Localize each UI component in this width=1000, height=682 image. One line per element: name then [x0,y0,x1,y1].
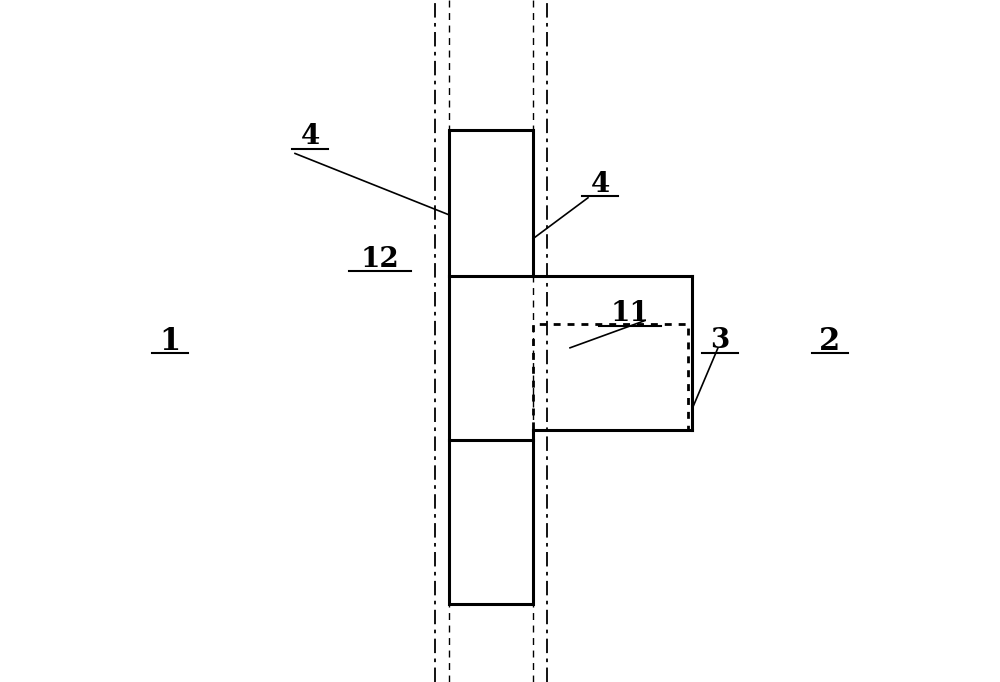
Text: 4: 4 [300,123,320,150]
Bar [449,130,533,276]
Text: 11: 11 [611,300,649,327]
Text: 1: 1 [159,325,181,357]
Text: 3: 3 [710,327,730,355]
Text: 4: 4 [590,170,610,198]
Bar [449,440,533,604]
Bar [533,324,688,430]
Text: 2: 2 [819,325,841,357]
Text: 12: 12 [361,246,399,273]
